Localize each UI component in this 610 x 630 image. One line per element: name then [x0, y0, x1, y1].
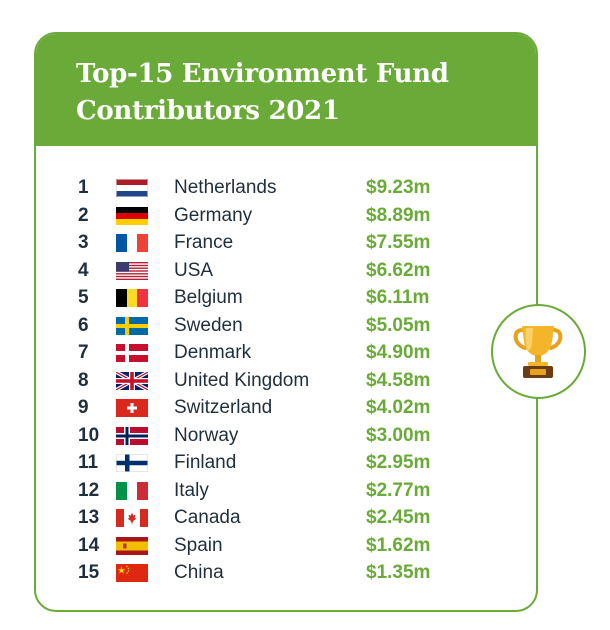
ranking-card: Top-15 Environment Fund Contributors 202…: [34, 32, 538, 612]
contribution-amount: $4.58m: [366, 369, 431, 391]
rank-number: 3: [78, 232, 89, 253]
germany-flag-icon: [116, 206, 148, 225]
contribution-amount: $2.95m: [366, 452, 431, 473]
country-name: China: [174, 562, 224, 583]
ranking-row: 2 Germany $8.89m: [36, 202, 536, 230]
sweden-flag-icon: [116, 316, 148, 335]
country-name: Germany: [174, 204, 253, 226]
ranking-row: 10 Norway $3.00m: [36, 422, 536, 450]
contribution-amount: $2.45m: [366, 507, 431, 528]
trophy-badge: [491, 304, 586, 399]
contribution-amount: $1.62m: [366, 534, 431, 556]
contribution-amount: $1.35m: [366, 562, 431, 583]
card-title: Top-15 Environment Fund Contributors 202…: [76, 56, 536, 130]
contribution-amount: $4.02m: [366, 397, 431, 418]
country-name: Finland: [174, 452, 237, 473]
spain-flag-icon: [116, 536, 148, 555]
country-name: Belgium: [174, 287, 243, 308]
rank-number: 13: [78, 507, 100, 528]
ranking-list: 1 Netherlands $9.23m 2 Germany $8.89m 3 …: [36, 174, 536, 587]
contribution-amount: $6.11m: [366, 287, 430, 308]
rank-number: 1: [78, 177, 89, 198]
ranking-row: 11 Finland $2.95m: [36, 449, 536, 477]
belgium-flag-icon: [116, 289, 148, 307]
contribution-amount: $7.55m: [366, 232, 431, 253]
card-header: Top-15 Environment Fund Contributors 202…: [36, 34, 536, 146]
ranking-row: 15 China $1.35m: [36, 559, 536, 587]
ranking-row: 3 France $7.55m: [36, 229, 536, 257]
finland-flag-icon: [116, 454, 148, 472]
ranking-row: 4 USA $6.62m: [36, 257, 536, 285]
card-title-line-1: Top-15 Environment Fund: [76, 59, 449, 89]
contribution-amount: $4.90m: [366, 342, 431, 363]
contribution-amount: $6.62m: [366, 259, 431, 281]
switzerland-flag-icon: [116, 399, 148, 417]
country-name: Denmark: [174, 342, 252, 363]
rank-number: 6: [78, 314, 89, 336]
netherlands-flag-icon: [116, 179, 148, 197]
country-name: Switzerland: [174, 397, 273, 418]
ranking-row: 6 Sweden $5.05m: [36, 312, 536, 340]
ranking-row: 13 Canada $2.45m: [36, 504, 536, 532]
rank-number: 12: [78, 479, 100, 501]
rank-number: 14: [78, 534, 100, 556]
ranking-row: 1 Netherlands $9.23m: [36, 174, 536, 202]
country-name: United Kingdom: [174, 369, 310, 391]
contribution-amount: $5.05m: [366, 314, 431, 336]
contribution-amount: $3.00m: [366, 424, 431, 446]
uk-flag-icon: [116, 371, 148, 390]
card-title-line-2: Contributors 2021: [76, 96, 340, 126]
contribution-amount: $2.77m: [366, 479, 431, 501]
ranking-row: 7 Denmark $4.90m: [36, 339, 536, 367]
canada-flag-icon: [116, 509, 148, 527]
ranking-row: 14 Spain $1.62m: [36, 532, 536, 560]
ranking-row: 8 United Kingdom $4.58m: [36, 367, 536, 395]
china-flag-icon: [116, 564, 148, 582]
usa-flag-icon: [116, 261, 148, 280]
ranking-row: 12 Italy $2.77m: [36, 477, 536, 505]
contribution-amount: $9.23m: [366, 177, 431, 198]
rank-number: 7: [78, 342, 89, 363]
france-flag-icon: [116, 234, 148, 252]
denmark-flag-icon: [116, 344, 148, 362]
country-name: Italy: [174, 479, 209, 501]
norway-flag-icon: [116, 426, 148, 445]
rank-number: 9: [78, 397, 89, 418]
contribution-amount: $8.89m: [366, 204, 431, 226]
country-name: France: [174, 232, 234, 253]
ranking-row: 9 Switzerland $4.02m: [36, 394, 536, 422]
country-name: Spain: [174, 534, 223, 556]
country-name: USA: [174, 259, 214, 281]
italy-flag-icon: [116, 481, 148, 500]
country-name: Canada: [174, 507, 241, 528]
rank-number: 11: [78, 452, 99, 473]
country-name: Sweden: [174, 314, 243, 336]
country-name: Norway: [174, 424, 239, 446]
rank-number: 15: [78, 562, 100, 583]
rank-number: 4: [78, 259, 89, 281]
ranking-row: 5 Belgium $6.11m: [36, 284, 536, 312]
trophy-icon: [513, 326, 563, 378]
country-name: Netherlands: [174, 177, 277, 198]
rank-number: 8: [78, 369, 89, 391]
rank-number: 2: [78, 204, 89, 226]
rank-number: 5: [78, 287, 89, 308]
rank-number: 10: [78, 424, 100, 446]
